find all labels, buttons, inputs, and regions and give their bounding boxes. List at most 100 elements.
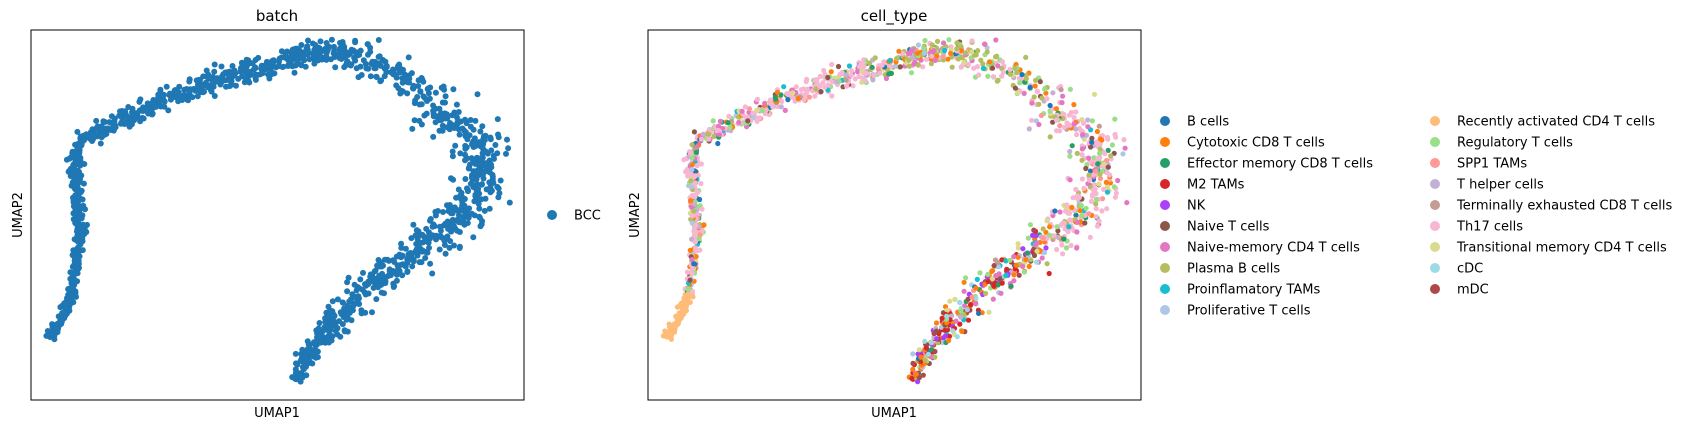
- batch-point: [352, 294, 359, 301]
- cell-type-point: [954, 46, 960, 52]
- batch-point: [462, 157, 468, 164]
- batch-point: [449, 112, 456, 119]
- batch-point: [216, 78, 223, 85]
- batch-point: [291, 375, 298, 382]
- cell-type-point: [1124, 200, 1130, 206]
- batch-point: [110, 124, 116, 131]
- cell-type-point: [942, 47, 948, 54]
- batch-point: [477, 223, 484, 230]
- legend-marker: [1430, 263, 1440, 273]
- cell-type-point: [1069, 143, 1075, 149]
- batch-point: [80, 180, 87, 187]
- cell-type-point: [893, 63, 899, 69]
- batch-point: [378, 77, 385, 84]
- cell-type-point: [946, 37, 952, 43]
- cell-type-point: [921, 50, 928, 56]
- cell-type-point: [915, 379, 921, 385]
- cell-type-point: [1053, 117, 1060, 123]
- batch-point: [453, 101, 460, 108]
- cell-type-point: [963, 275, 969, 281]
- batch-point: [372, 267, 379, 274]
- cell-type-point: [1019, 72, 1025, 78]
- legend-marker: [1430, 116, 1440, 126]
- batch-point: [355, 300, 362, 307]
- cell-type-point: [1067, 153, 1073, 159]
- cell-type-point: [914, 50, 921, 56]
- cell-type-point: [691, 261, 697, 267]
- batch-point: [436, 105, 443, 112]
- cell-type-point: [991, 283, 997, 289]
- batch-point: [468, 155, 475, 162]
- cell-type-point: [1084, 132, 1090, 138]
- batch-point: [291, 69, 298, 76]
- batch-point: [58, 318, 65, 325]
- batch-point: [252, 76, 259, 83]
- batch-point: [303, 45, 310, 52]
- cell-type-point: [1086, 211, 1092, 217]
- cell-type-point: [983, 290, 989, 297]
- cell-type-point: [693, 222, 699, 228]
- cell-type-point: [1015, 245, 1021, 251]
- panel-cell-type-title: cell_type: [861, 7, 928, 26]
- legend-marker: [1160, 116, 1170, 126]
- cell-type-point: [915, 42, 922, 48]
- cell-type-point: [990, 65, 996, 71]
- cell-type-point: [961, 288, 967, 294]
- batch-point: [314, 354, 321, 361]
- cell-type-point: [666, 331, 672, 337]
- batch-point: [235, 75, 242, 82]
- batch-point: [315, 57, 322, 64]
- cell-type-point: [725, 120, 731, 126]
- cell-type-point: [969, 38, 975, 44]
- batch-point: [194, 93, 201, 100]
- batch-point: [172, 89, 179, 96]
- batch-point: [437, 223, 443, 230]
- cell-type-point: [965, 317, 972, 323]
- cell-type-point: [1071, 121, 1077, 127]
- cell-type-point: [1067, 217, 1073, 223]
- cell-type-point: [759, 108, 766, 114]
- cell-type-point: [1007, 257, 1013, 263]
- cell-type-point: [768, 101, 774, 107]
- batch-point: [495, 134, 502, 141]
- batch-point: [122, 108, 129, 115]
- batch-point: [462, 151, 468, 158]
- batch-point: [88, 131, 95, 138]
- cell-type-point: [977, 270, 983, 276]
- batch-point: [71, 166, 78, 173]
- legend-marker: [1430, 200, 1440, 210]
- cell-type-point: [843, 72, 849, 78]
- batch-point: [348, 61, 355, 68]
- cell-type-point: [1093, 214, 1099, 220]
- cell-type-point: [877, 70, 883, 76]
- cell-type-point: [1050, 90, 1056, 96]
- cell-type-point: [910, 360, 916, 366]
- batch-point: [184, 96, 191, 103]
- batch-point: [457, 150, 464, 157]
- batch-point: [446, 244, 453, 251]
- cell-type-point: [999, 280, 1005, 286]
- cell-type-point: [963, 50, 969, 56]
- cell-type-point: [976, 310, 982, 316]
- batch-point: [137, 96, 144, 103]
- cell-type-point: [994, 53, 1000, 59]
- batch-point: [332, 327, 339, 334]
- batch-point: [262, 62, 269, 69]
- cell-type-point: [812, 77, 819, 83]
- cell-type-point: [742, 104, 748, 110]
- batch-point: [413, 227, 420, 234]
- batch-point: [480, 171, 486, 178]
- cell-type-point: [1036, 101, 1042, 107]
- batch-point: [74, 128, 81, 135]
- cell-type-point: [706, 126, 713, 132]
- batch-point: [76, 149, 83, 156]
- batch-point: [494, 116, 501, 123]
- batch-point: [426, 95, 433, 102]
- cell-type-point: [754, 116, 761, 122]
- cell-type-point: [1038, 112, 1044, 119]
- cell-type-point: [1061, 220, 1067, 226]
- legend-marker: [1160, 137, 1170, 147]
- cell-type-point: [1097, 175, 1104, 182]
- batch-point: [490, 152, 497, 159]
- cell-type-point: [913, 371, 919, 377]
